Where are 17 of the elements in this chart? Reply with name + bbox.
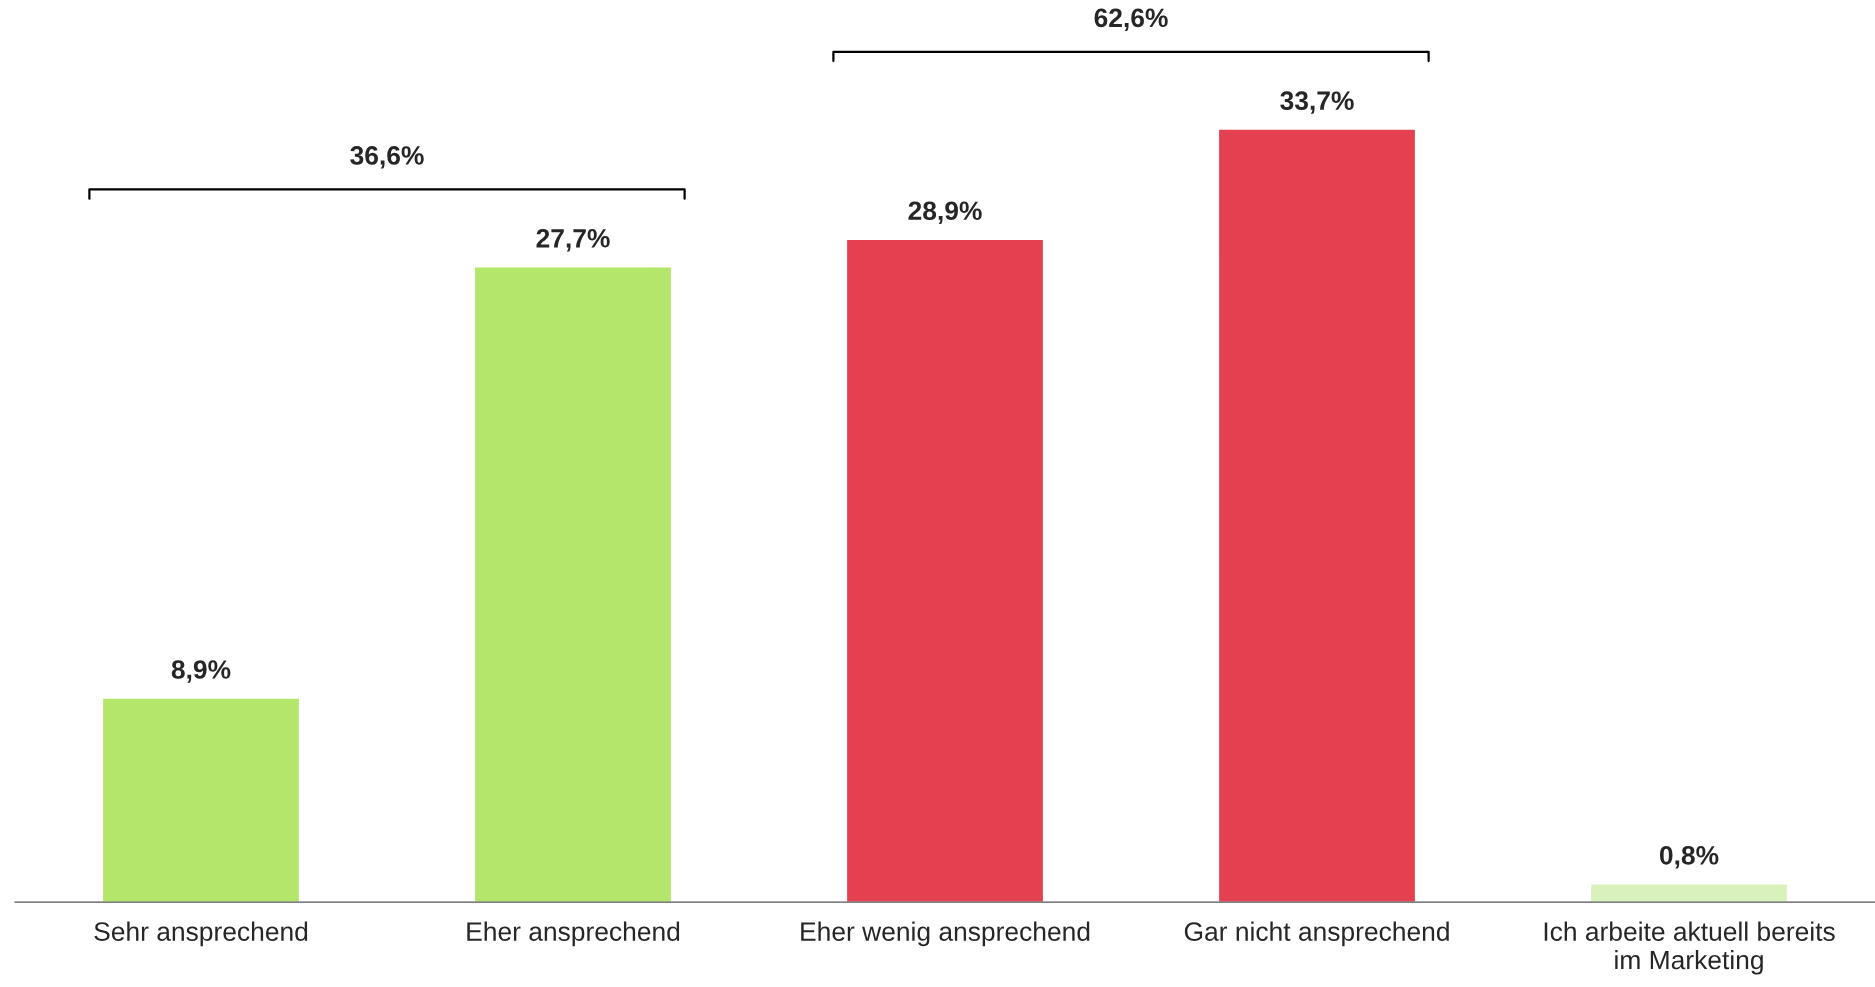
x-tick-label: Sehr ansprechend [94, 921, 308, 947]
x-tick-label: Eher ansprechend [467, 921, 680, 947]
data-label: 27,7% [536, 228, 610, 252]
x-tick-label: Ich arbeite aktuell bereits im Marketing [1544, 921, 1835, 975]
annotation: 36,6% [350, 146, 424, 169]
data-label: 0,8% [1659, 845, 1719, 869]
bar [1589, 883, 1789, 903]
bar [101, 697, 301, 903]
bar [473, 266, 673, 903]
data-label: 33,7% [1280, 91, 1354, 114]
bar [1217, 128, 1417, 903]
data-label: 8,9% [171, 660, 231, 683]
x-tick-label: Gar nicht ansprechend [1184, 921, 1449, 947]
bar [845, 238, 1045, 903]
data-label: 28,9% [908, 201, 982, 224]
x-tick-label: Eher wenig ansprechend [801, 921, 1090, 947]
text: 62,6% [1094, 8, 1168, 31]
